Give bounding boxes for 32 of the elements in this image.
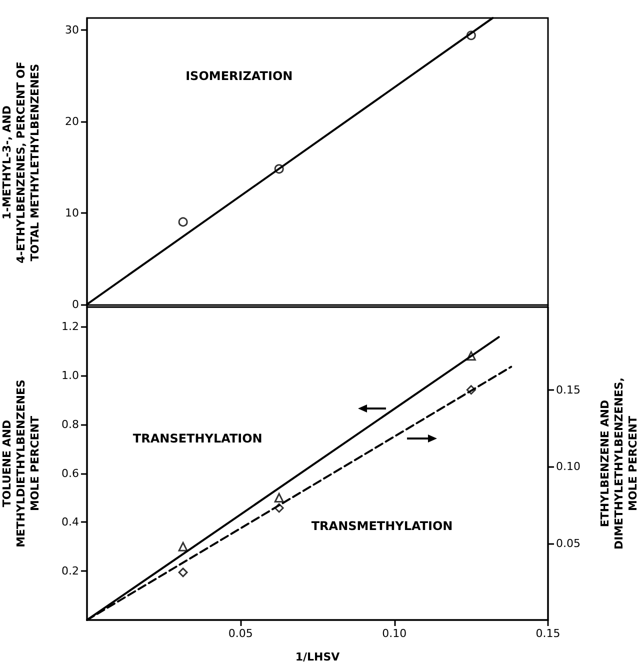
y-tick-label: 0.2 (62, 564, 79, 578)
y-tick-label: 20 (65, 114, 79, 128)
y-tick-label: 1.2 (62, 320, 79, 334)
y-tick-label: 0 (72, 298, 79, 311)
point (178, 542, 188, 552)
x-tick-label: 0.10 (382, 627, 407, 640)
y-tick-label: 30 (65, 23, 79, 36)
y-tick-label: 0.4 (62, 516, 79, 529)
point (274, 164, 284, 174)
y2-axis-title: ETHYLBENZENE AND DIMETHYLETHYLBENZENES, MOLE PERCENT (598, 378, 638, 550)
point (178, 217, 188, 227)
annotation: ISOMERIZATION (186, 68, 293, 83)
y2-tick-label: 0.05 (556, 536, 580, 550)
point (466, 385, 476, 395)
point (274, 503, 284, 513)
y2-tick-label: 0.10 (556, 460, 580, 474)
annotation: TRANSMETHYLATION (311, 519, 453, 534)
point (466, 351, 476, 361)
point (466, 30, 476, 40)
y-axis-title: 1-METHYL-3-, AND 4-ETHYLBENZENES, PERCENT OF TOTAL METHYLETHYLBENZENES (0, 62, 42, 264)
x-axis-title: 1/LHSV (295, 650, 340, 664)
y-tick-label: 10 (65, 206, 79, 220)
point (178, 568, 188, 578)
point (274, 492, 284, 502)
x-tick-label: 0.05 (228, 627, 253, 640)
y-tick-label: 1.0 (62, 368, 79, 382)
x-tick-label: 0.15 (536, 627, 560, 640)
y-tick-label: 0.8 (62, 418, 79, 431)
annotation: TRANSETHYLATION (132, 431, 262, 446)
y-axis-title: TOLUENE AND METHYLDIETHYLBENZENES MOLE PERCENT (0, 380, 42, 548)
y2-tick-label: 0.15 (556, 383, 580, 396)
y-tick-label: 0.6 (62, 466, 79, 480)
